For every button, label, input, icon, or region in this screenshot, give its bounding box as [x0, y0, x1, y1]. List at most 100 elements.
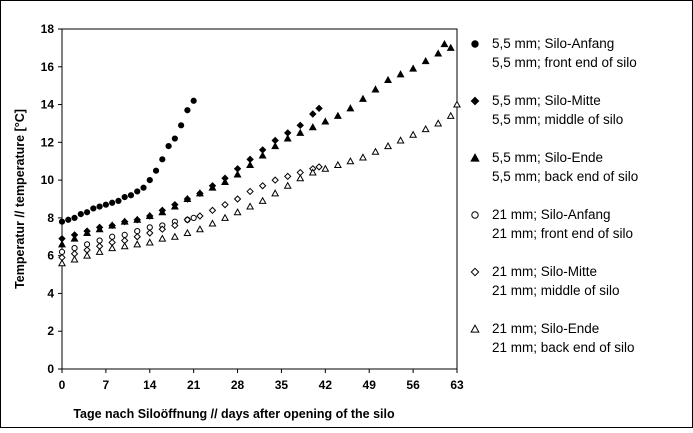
- data-point: [183, 194, 192, 202]
- data-point: [190, 97, 197, 104]
- legend: 5,5 mm; Silo-Anfang 5,5 mm; front end of …: [470, 36, 638, 355]
- data-point: [120, 242, 129, 250]
- data-point: [208, 183, 217, 191]
- data-point: [271, 176, 279, 184]
- data-point: [58, 248, 66, 255]
- y-axis-title: Temperatur // temperature [°C]: [13, 109, 27, 289]
- data-point: [309, 110, 317, 118]
- x-tick-label: 49: [363, 378, 377, 392]
- data-point: [96, 203, 103, 210]
- data-point: [233, 195, 242, 203]
- series-group: [58, 100, 461, 267]
- x-tick-label: 42: [319, 378, 333, 392]
- data-point: [396, 70, 405, 78]
- x-tick-label: 35: [275, 378, 289, 392]
- data-point: [246, 187, 254, 196]
- data-point: [83, 228, 92, 236]
- x-tick-label: 28: [231, 378, 245, 392]
- data-point: [146, 224, 153, 231]
- legend-label-en: 5,5 mm; back end of silo: [492, 169, 638, 184]
- y-tick-label: 6: [47, 249, 54, 263]
- data-point: [183, 216, 192, 224]
- data-point: [296, 174, 305, 182]
- data-point: [221, 200, 229, 209]
- legend-item: 5,5 mm; Silo-Mitte 5,5 mm; middle of silo: [470, 93, 623, 127]
- series-group: [58, 97, 197, 225]
- data-point: [195, 189, 204, 197]
- data-point: [70, 234, 79, 242]
- data-point: [134, 188, 141, 195]
- data-point: [421, 124, 430, 133]
- legend-marker: [470, 96, 480, 106]
- data-point: [346, 157, 355, 165]
- data-point: [283, 181, 292, 189]
- data-point: [196, 212, 204, 220]
- data-point: [409, 64, 418, 72]
- data-point: [109, 199, 116, 206]
- data-point: [134, 228, 141, 235]
- series-group: [58, 39, 455, 248]
- legend-item: 5,5 mm; Silo-Anfang 5,5 mm; front end of …: [471, 36, 637, 70]
- data-point: [434, 119, 443, 127]
- data-point: [145, 211, 154, 219]
- data-point: [108, 243, 117, 252]
- data-point: [315, 163, 323, 171]
- y-tick-label: 12: [41, 135, 55, 149]
- data-point: [71, 245, 78, 252]
- data-point: [178, 122, 185, 129]
- legend-label: 5,5 mm; Silo-Ende: [492, 150, 603, 165]
- data-point: [171, 135, 178, 142]
- data-point: [121, 231, 128, 238]
- data-point: [358, 153, 367, 161]
- data-point: [170, 202, 179, 210]
- data-point: [95, 225, 104, 233]
- data-point: [133, 215, 142, 223]
- x-tick-label: 56: [406, 378, 420, 392]
- data-point: [158, 225, 167, 233]
- data-point: [308, 123, 317, 131]
- data-point: [453, 100, 461, 108]
- legend-marker: [470, 324, 480, 333]
- series-group: [58, 163, 323, 262]
- x-axis-title: Tage nach Siloöffnung // days after open…: [73, 407, 395, 421]
- data-point: [371, 85, 380, 93]
- data-point: [96, 237, 103, 244]
- data-point: [346, 104, 355, 112]
- legend-label: 5,5 mm; Silo-Anfang: [492, 36, 614, 51]
- legend-marker: [471, 40, 479, 48]
- plot-area: [61, 28, 458, 370]
- data-point: [120, 217, 129, 225]
- y-tick-label: 14: [41, 98, 55, 112]
- data-point: [95, 247, 104, 255]
- legend-item: 21 mm; Silo-Mitte 21 mm; middle of silo: [470, 264, 620, 298]
- data-point: [233, 208, 242, 216]
- data-point: [190, 214, 197, 221]
- legend-label: 5,5 mm; Silo-Mitte: [492, 93, 601, 108]
- data-point: [446, 43, 455, 51]
- legend-label: 21 mm; Silo-Mitte: [492, 264, 597, 279]
- legend-label: 21 mm; Silo-Ende: [492, 321, 599, 336]
- data-point: [145, 238, 154, 246]
- data-point: [90, 205, 97, 212]
- data-point: [409, 130, 418, 138]
- data-point: [296, 128, 305, 136]
- data-point: [159, 156, 166, 163]
- data-point: [258, 196, 267, 204]
- legend-item: 21 mm; Silo-Ende 21 mm; back end of silo: [470, 321, 635, 355]
- data-point: [115, 197, 122, 204]
- data-point: [258, 151, 267, 159]
- data-point: [83, 251, 92, 259]
- data-point: [396, 136, 405, 144]
- data-point: [184, 107, 191, 114]
- data-point: [371, 147, 380, 155]
- data-point: [258, 182, 267, 190]
- data-point: [58, 259, 66, 267]
- data-point: [71, 214, 78, 221]
- data-point: [58, 240, 66, 248]
- x-tick-label: 0: [59, 378, 66, 392]
- data-point: [152, 167, 160, 174]
- data-point: [333, 111, 342, 119]
- data-point: [183, 228, 192, 236]
